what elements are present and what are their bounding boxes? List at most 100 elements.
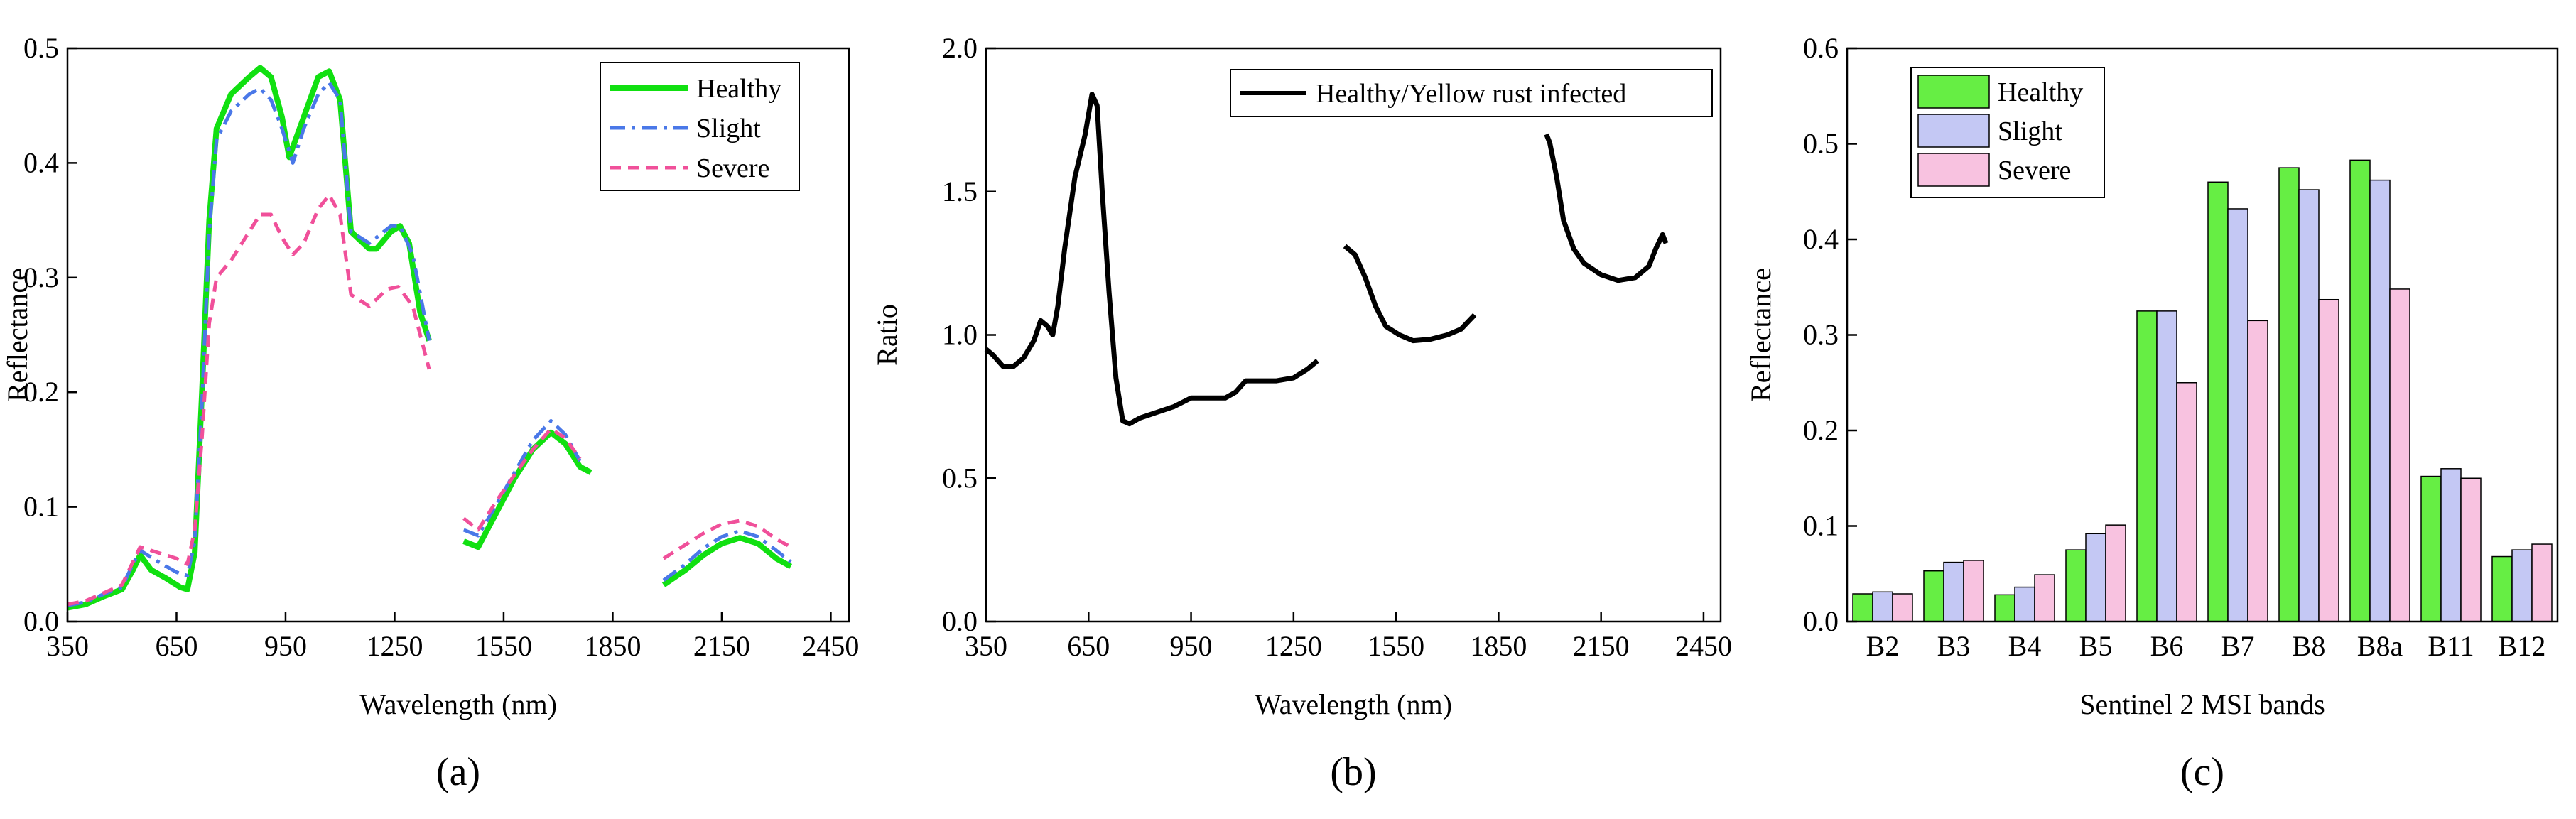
y-tick-label: 0.2 — [1803, 414, 1839, 446]
legend-label-slight: Slight — [1998, 116, 2062, 146]
legend-label-healthy: Healthy — [1998, 77, 2083, 107]
x-tick-label: 350 — [46, 630, 89, 662]
legend-label-healthy: Healthy — [696, 74, 781, 104]
x-tick-label: B8a — [2357, 630, 2403, 662]
x-tick-label: B6 — [2150, 630, 2184, 662]
series-line-healthy — [661, 535, 793, 587]
x-tick-label: B11 — [2428, 630, 2474, 662]
bar-slight-b7 — [2227, 208, 2248, 622]
y-tick-label: 0.5 — [1803, 128, 1839, 160]
legend: Healthy Slight Severe — [1910, 67, 2105, 198]
panel-c-sentinel-bands: B2 B3 B4 B5 B6 B7 B8 B8a B11 B12 0.0 0.1 0.2 0.3 0.4 0.… — [1745, 32, 2559, 794]
bar-severe-b12 — [2531, 543, 2553, 622]
bar-severe-b8 — [2318, 298, 2339, 622]
series-line-severe — [462, 427, 582, 532]
x-tick-label: B2 — [1866, 630, 1900, 662]
y-tick-label: 0.1 — [23, 491, 59, 523]
legend-swatch-healthy — [1917, 75, 1990, 109]
bar-severe-b3 — [1963, 560, 1984, 622]
bar-severe-b2 — [1892, 593, 1913, 622]
y-tick-label: 2.0 — [942, 32, 978, 64]
bar-healthy-b11 — [2420, 475, 2442, 622]
y-tick-label: 0.1 — [1803, 510, 1839, 542]
series-line-ratio — [1343, 244, 1477, 344]
y-tick-label: 0.3 — [23, 261, 59, 293]
y-tick-label: 0.0 — [1803, 605, 1839, 637]
y-tick-label: 0.0 — [23, 605, 59, 637]
x-tick-label: 650 — [155, 630, 197, 662]
y-tick-label: 0.4 — [23, 146, 59, 178]
bar-healthy-b3 — [1923, 570, 1944, 622]
y-tick-label: 0.5 — [942, 462, 978, 494]
bar-slight-b4 — [2014, 586, 2035, 622]
series-line-slight — [67, 80, 431, 607]
x-axis-title: Sentinel 2 MSI bands — [2079, 688, 2325, 720]
x-tick-label: 950 — [264, 630, 307, 662]
series-line-slight — [462, 419, 582, 538]
bar-slight-b11 — [2440, 468, 2462, 622]
x-tick-label: 1550 — [475, 630, 532, 662]
legend-swatch-slight — [1917, 114, 1990, 148]
bar-severe-b11 — [2460, 477, 2482, 622]
bar-healthy-b5 — [2065, 549, 2087, 622]
x-tick-label: B3 — [1937, 630, 1971, 662]
x-tick-label: B4 — [2008, 630, 2042, 662]
legend: Healthy/Yellow rust infected — [1230, 69, 1713, 117]
bar-healthy-b2 — [1852, 593, 1873, 622]
x-tick-label: B5 — [2079, 630, 2113, 662]
legend-label-ratio: Healthy/Yellow rust infected — [1316, 79, 1626, 109]
series-line-ratio — [984, 92, 1319, 427]
panel-a-reflectance-spectra: 0.0 0.1 0.2 0.3 0.4 0.5 350 650 950 1250 1550 1850 2… — [1, 32, 859, 794]
x-tick-label: 2150 — [693, 630, 750, 662]
bar-healthy-b6 — [2136, 310, 2158, 622]
y-tick-label: 0.2 — [23, 376, 59, 408]
bar-severe-b4 — [2034, 574, 2055, 622]
legend-label-slight: Slight — [696, 114, 761, 143]
y-axis-title: Ratio — [871, 304, 903, 366]
series-line-ratio — [1544, 133, 1669, 283]
bar-slight-b12 — [2511, 549, 2533, 622]
series-line-slight — [662, 529, 792, 582]
series-line-severe — [67, 193, 431, 607]
y-tick-label: 0.6 — [1803, 32, 1839, 64]
bar-slight-b8 — [2298, 189, 2320, 622]
y-tick-label: 0.0 — [942, 605, 978, 637]
y-axis-title: Reflectance — [1, 268, 33, 402]
y-tick-label: 0.4 — [1803, 223, 1839, 255]
x-tick-label: 1850 — [1470, 630, 1527, 662]
x-tick-label: 1250 — [1265, 630, 1322, 662]
bar-slight-b3 — [1943, 561, 1964, 622]
legend: Healthy Slight Severe — [600, 62, 800, 191]
bar-severe-b7 — [2247, 320, 2268, 622]
x-tick-label: B12 — [2499, 630, 2546, 662]
bar-healthy-b4 — [1994, 594, 2015, 622]
panel-b-ratio-spectrum: 0.0 0.5 1.0 1.5 2.0 350 650 950 1250 1550 1850 2150… — [871, 32, 1732, 794]
x-axis-title: Wavelength (nm) — [359, 688, 557, 720]
legend-label-severe: Severe — [1998, 156, 2071, 185]
y-tick-label: 0.5 — [23, 32, 59, 64]
x-tick-label: 950 — [1170, 630, 1213, 662]
bar-healthy-b8 — [2278, 167, 2300, 622]
plot-frame — [985, 47, 1722, 623]
bar-severe-b6 — [2176, 382, 2197, 622]
legend-swatch-severe — [1917, 153, 1990, 187]
x-tick-label: 1250 — [366, 630, 423, 662]
bar-healthy-b7 — [2207, 181, 2229, 622]
panel-label: (a) — [436, 750, 480, 794]
bar-slight-b8a — [2369, 179, 2391, 622]
bar-healthy-b12 — [2491, 555, 2513, 622]
bar-slight-b5 — [2085, 533, 2106, 622]
x-tick-label: B8 — [2293, 630, 2326, 662]
plot-frame — [66, 47, 850, 623]
y-tick-label: 1.0 — [942, 319, 978, 351]
x-tick-label: 2150 — [1573, 630, 1630, 662]
bar-severe-b8a — [2389, 288, 2410, 622]
x-tick-label: 350 — [965, 630, 1007, 662]
bar-slight-b6 — [2156, 310, 2177, 622]
y-axis-title: Reflectance — [1745, 268, 1777, 402]
x-tick-label: 1550 — [1368, 630, 1424, 662]
x-tick-label: 1850 — [584, 630, 641, 662]
x-axis-title: Wavelength (nm) — [1255, 688, 1452, 720]
bar-slight-b2 — [1872, 591, 1893, 622]
